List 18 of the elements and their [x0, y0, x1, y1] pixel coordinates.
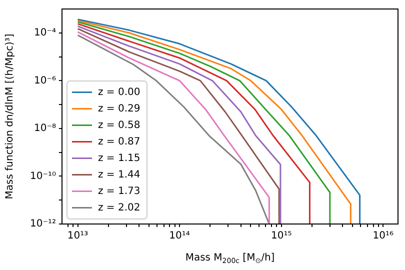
legend-label: z = 1.15: [98, 152, 140, 164]
legend-label: z = 2.02: [98, 202, 140, 214]
y-tick-label: 10⁻⁶: [34, 75, 56, 86]
y-tick-label: 10⁻¹⁰: [30, 170, 56, 182]
legend-label: z = 1.73: [98, 186, 140, 197]
y-tick-label: 10⁻⁴: [34, 27, 56, 38]
x-tick-label: 10¹⁴: [169, 230, 190, 242]
y-axis-title: Mass function dn/dlnM [(h/Mpc)³]: [4, 34, 16, 200]
y-tick-label: 10⁻⁸: [34, 123, 56, 134]
x-tick-label: 10¹⁵: [270, 230, 292, 242]
legend-label: z = 0.29: [98, 103, 140, 114]
y-tick-label: 10⁻¹²: [30, 218, 56, 230]
legend-label: z = 0.87: [98, 136, 140, 148]
legend-label: z = 1.44: [98, 169, 140, 180]
legend-label: z = 0.00: [98, 86, 140, 98]
legend-label: z = 0.58: [98, 120, 140, 131]
x-tick-label: 10¹⁶: [372, 230, 394, 242]
x-tick-label: 10¹³: [67, 230, 88, 242]
